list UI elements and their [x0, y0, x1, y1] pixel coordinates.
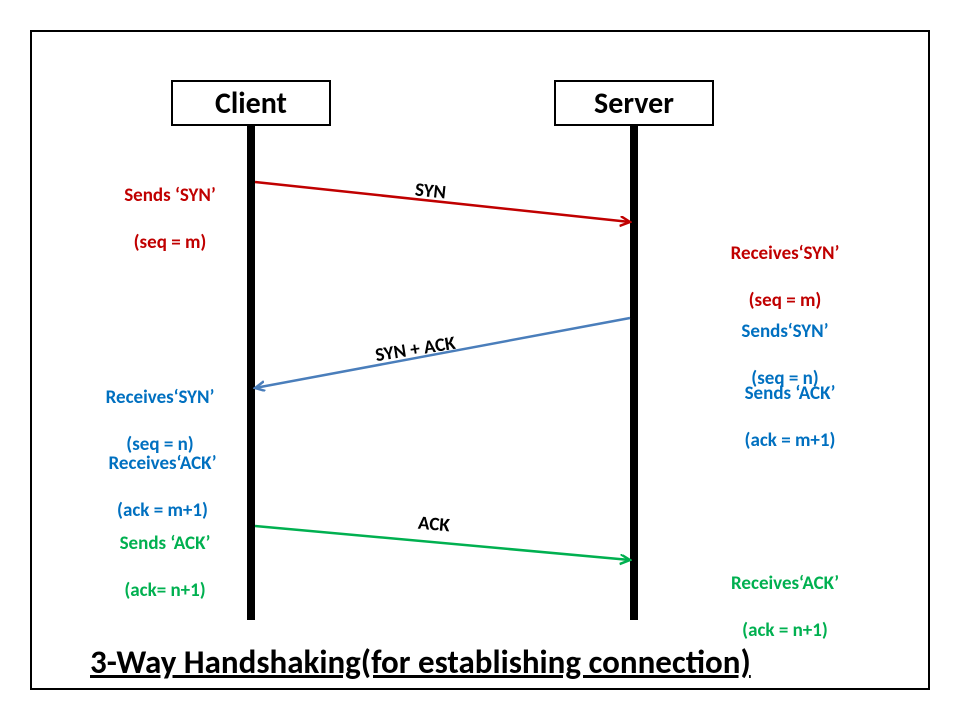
annot-line: (ack = n+1) — [742, 619, 828, 642]
annot-line: Receives‘SYN’ — [731, 242, 840, 265]
client-sends-syn: Sends ‘SYN’ (seq = m) — [95, 160, 245, 255]
server-sends-ack: Sends ‘ACK’ (ack = m+1) — [710, 358, 870, 453]
annot-line: (ack= n+1) — [124, 579, 205, 602]
syn-label: SYN — [414, 178, 447, 204]
diagram-caption: 3-Way Handshaking(for establishing conne… — [90, 642, 751, 682]
client-sends-ack: Sends ‘ACK’ (ack= n+1) — [90, 508, 240, 603]
annot-line: Sends ‘ACK’ — [745, 382, 836, 405]
annot-line: Receives‘SYN’ — [106, 386, 215, 409]
annot-line: Sends ‘ACK’ — [120, 532, 211, 555]
annot-line: (seq = m) — [134, 231, 207, 254]
annot-line: Receives‘ACK’ — [109, 452, 217, 475]
ack-label: ACK — [417, 512, 451, 538]
annot-line: Receives‘ACK’ — [731, 572, 839, 595]
annot-line: Sends ‘SYN’ — [124, 184, 216, 207]
annot-line: (ack = m+1) — [745, 429, 836, 452]
annot-line: Sends‘SYN’ — [741, 320, 828, 343]
server-receives-ack: Receives‘ACK’ (ack = n+1) — [700, 548, 870, 643]
